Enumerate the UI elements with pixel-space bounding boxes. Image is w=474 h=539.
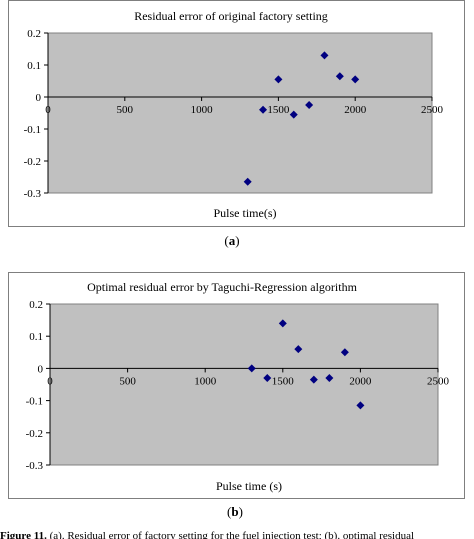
- chart-a-data-point: [289, 110, 298, 119]
- chart-a-title: Residual error of original factory setti…: [134, 9, 328, 23]
- chart-b-x-label: Pulse time (s): [216, 479, 282, 493]
- chart-b-data-point: [294, 345, 303, 354]
- chart-b-y-axis: 0.2 0.1 0 -0.1 -0.2 -0.3: [26, 299, 51, 472]
- chart-a-x-tick-label: 1000: [191, 104, 214, 116]
- chart-b-y-tick-label: -0.3: [26, 460, 44, 472]
- chart-b-data-point: [340, 348, 349, 357]
- chart-a-y-axis: 0.2 0.1 0 -0.1 -0.2 -0.3: [24, 28, 49, 200]
- chart-a-data-point: [320, 51, 329, 60]
- chart-b: Optimal residual error by Taguchi-Regres…: [26, 280, 450, 493]
- chart-a-data-point: [243, 177, 252, 186]
- chart-b-x-tick-label: 1000: [194, 375, 217, 387]
- figure-caption-label: Figure 11.: [0, 530, 47, 539]
- chart-a-data-point: [351, 75, 360, 84]
- chart-b-x-axis: 0 500 1000 1500 2000 2500: [47, 368, 450, 387]
- chart-a-y-tick-label: 0.2: [27, 28, 41, 40]
- chart-b-data-point: [356, 401, 365, 410]
- chart-b-x-tick-label: 0: [47, 375, 53, 387]
- chart-b-data-point: [263, 374, 272, 383]
- chart-b-x-tick-label: 1500: [272, 375, 295, 387]
- chart-a-x-axis: 0 500 1000 1500 2000 2500: [45, 97, 444, 116]
- figure-caption: Figure 11. (a). Residual error of factor…: [0, 527, 474, 539]
- figure-caption-text: (a). Residual error of factory setting f…: [46, 530, 415, 539]
- chart-a-y-tick-label: -0.1: [24, 124, 41, 136]
- chart-b-data-point: [325, 374, 334, 383]
- chart-a-plot-area: [47, 32, 433, 194]
- chart-a-y-tick-label: 0: [36, 92, 42, 104]
- chart-b-data-point: [309, 375, 318, 384]
- chart-a-data-point: [335, 72, 344, 81]
- chart-b-plot-area: [49, 303, 439, 466]
- chart-a-x-tick-label: 0: [45, 104, 51, 116]
- chart-a-x-tick-label: 1500: [267, 104, 290, 116]
- chart-b-x-tick-label: 2500: [427, 375, 450, 387]
- chart-b-x-tick-label: 2000: [349, 375, 372, 387]
- chart-b-data-point: [278, 319, 287, 328]
- chart-b-points: [247, 319, 365, 410]
- chart-a-data-point: [305, 101, 314, 109]
- panel-label-b: (b): [227, 504, 243, 519]
- chart-a-x-tick-label: 2500: [421, 104, 444, 116]
- chart-a-x-label: Pulse time(s): [214, 206, 277, 220]
- chart-b-y-tick-label: 0: [38, 363, 44, 375]
- chart-b-y-tick-label: 0.1: [29, 331, 43, 343]
- chart-b-title: Optimal residual error by Taguchi-Regres…: [87, 280, 358, 294]
- chart-a-data-point: [259, 105, 268, 114]
- chart-a-y-tick-label: -0.3: [24, 188, 42, 200]
- chart-a-x-tick-label: 500: [117, 104, 134, 116]
- chart-a-data-point: [274, 75, 283, 84]
- chart-b-data-point: [247, 364, 256, 373]
- panel-label-a: (a): [224, 233, 240, 248]
- chart-a-y-tick-label: -0.2: [24, 156, 41, 168]
- chart-b-y-tick-label: -0.2: [26, 428, 43, 440]
- chart-b-x-tick-label: 500: [119, 375, 136, 387]
- chart-b-y-tick-label: 0.2: [29, 299, 43, 311]
- chart-a-y-tick-label: 0.1: [27, 60, 41, 72]
- chart-a-x-tick-label: 2000: [344, 104, 367, 116]
- chart-a-points: [243, 51, 360, 186]
- chart-a: Residual error of original factory setti…: [24, 9, 444, 220]
- chart-b-y-tick-label: -0.1: [26, 396, 43, 408]
